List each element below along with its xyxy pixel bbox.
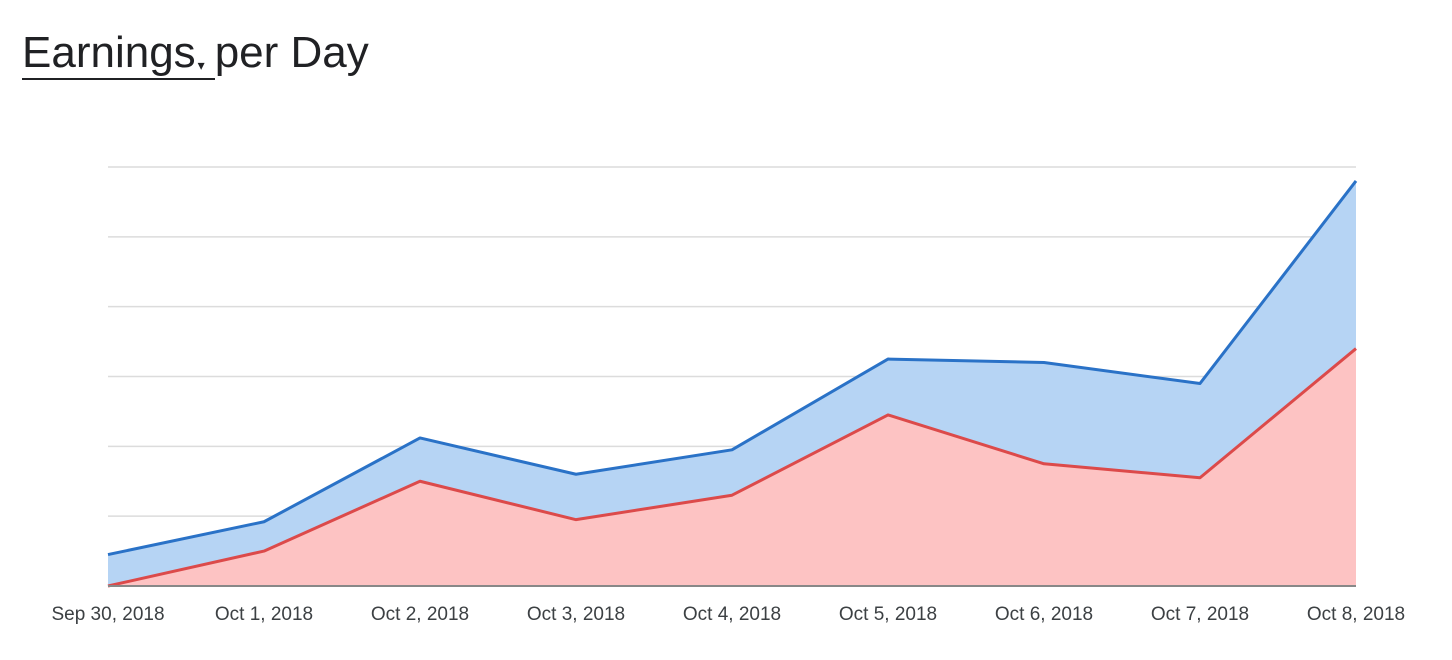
x-tick-label: Oct 7, 2018 bbox=[1151, 604, 1249, 625]
chart-title: Earnings ▾ per Day bbox=[22, 28, 369, 84]
series-area-upper bbox=[108, 180, 1356, 586]
metric-selector[interactable]: Earnings ▾ bbox=[22, 28, 215, 80]
x-tick-label: Oct 3, 2018 bbox=[527, 604, 625, 625]
x-tick-label: Oct 2, 2018 bbox=[371, 604, 469, 625]
title-suffix: per Day bbox=[214, 28, 369, 77]
series-line-upper bbox=[107, 180, 1358, 557]
x-tick-label: Oct 5, 2018 bbox=[839, 604, 937, 625]
x-tick-label: Oct 8, 2018 bbox=[1307, 604, 1405, 625]
x-tick-label: Oct 4, 2018 bbox=[683, 604, 781, 625]
series-line-lower bbox=[107, 347, 1357, 588]
x-tick-label: Oct 1, 2018 bbox=[215, 604, 313, 625]
metric-label: Earnings bbox=[22, 28, 196, 77]
caret-down-icon: ▾ bbox=[197, 57, 205, 73]
x-tick-label: Sep 30, 2018 bbox=[51, 604, 164, 625]
x-tick-label: Oct 6, 2018 bbox=[995, 604, 1093, 625]
series-area-lower bbox=[108, 348, 1356, 586]
